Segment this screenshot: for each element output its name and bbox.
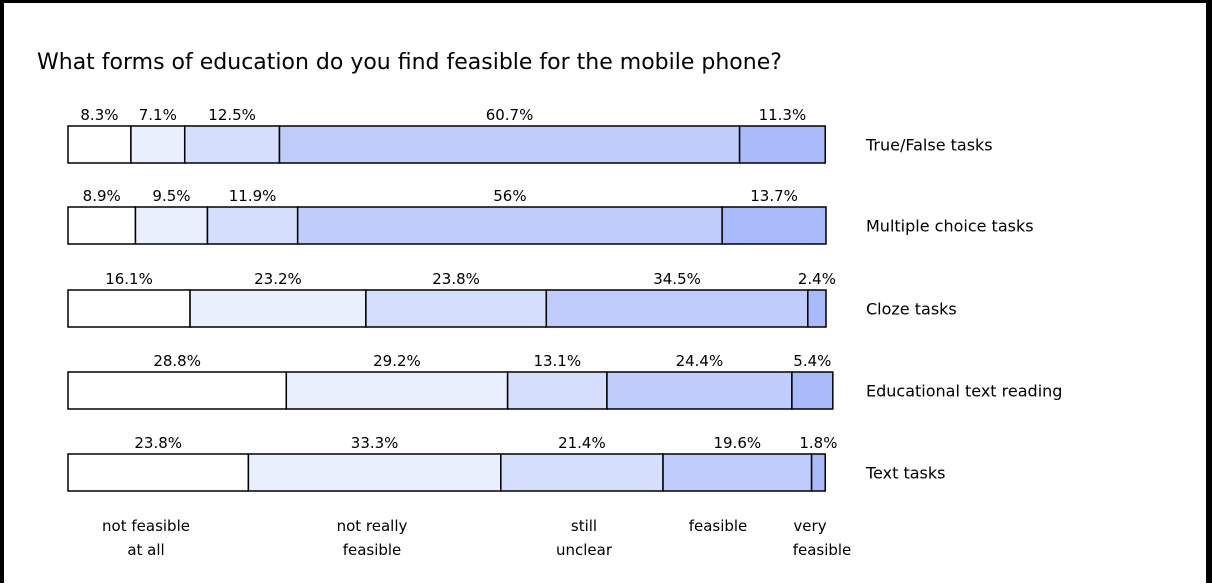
value-label-true-false-tasks-not-really-feasible: 7.1% [139,106,177,124]
bar-segment-text-tasks-still-unclear [500,453,664,492]
bar-segment-cloze-tasks-feasible [545,289,809,328]
value-label-multiple-choice-tasks-still-unclear: 11.9% [229,187,277,205]
value-label-multiple-choice-tasks-very-feasible: 13.7% [750,187,798,205]
bar-segment-cloze-tasks-still-unclear [365,289,548,328]
bar-segment-cloze-tasks-not-really-feasible [189,289,367,328]
value-label-educational-text-reading-not-really-feasible: 29.2% [373,352,421,370]
legend-item-line: still [571,517,597,535]
bar-segment-true-false-tasks-feasible [278,125,741,164]
bar-segment-cloze-tasks-not-feasible-at-all [67,289,191,328]
legend-item-line: not really [337,517,408,535]
row-label-cloze-tasks: Cloze tasks [866,300,957,319]
value-label-cloze-tasks-feasible: 34.5% [653,270,701,288]
bar-segment-educational-text-reading-not-really-feasible [285,371,509,410]
legend-item-feasible: feasible [689,517,748,535]
bar-segment-true-false-tasks-not-feasible-at-all [67,125,132,164]
value-label-text-tasks-very-feasible: 1.8% [799,434,837,452]
value-label-text-tasks-not-really-feasible: 33.3% [351,434,399,452]
bar-segment-text-tasks-feasible [662,453,813,492]
value-labels-layer: 8.3% 7.1% 12.5% 60.7% 11.3% 8.9% 9.5% 11.9% 56% 1… [80,106,837,452]
legend-item-not-feasible-at-all: not feasible at all [102,517,190,559]
bar-segment-educational-text-reading-feasible [606,371,793,410]
bar-segment-text-tasks-not-feasible-at-all [67,453,250,492]
legend-item-line: very [793,517,826,535]
legend-item-very-feasible: very feasible [793,517,852,559]
bar-segment-true-false-tasks-very-feasible [738,125,826,164]
bar-segment-educational-text-reading-still-unclear [506,371,608,410]
legend-item-line: feasible [793,541,852,559]
row-label-text-tasks: Text tasks [865,464,945,483]
value-label-multiple-choice-tasks-not-feasible-at-all: 8.9% [83,187,121,205]
bar-segment-educational-text-reading-not-feasible-at-all [67,371,288,410]
row-label-educational-text-reading: Educational text reading [866,382,1062,401]
legend-item-line: unclear [556,541,613,559]
value-label-text-tasks-still-unclear: 21.4% [558,434,606,452]
bar-segment-text-tasks-not-really-feasible [247,453,502,492]
value-label-educational-text-reading-still-unclear: 13.1% [533,352,581,370]
legend-item-line: not feasible [102,517,190,535]
legend-item-line: feasible [343,541,402,559]
chart-title: What forms of education do you find feas… [37,50,782,75]
bars-layer [67,125,834,492]
value-label-multiple-choice-tasks-not-really-feasible: 9.5% [152,187,190,205]
value-label-cloze-tasks-not-feasible-at-all: 16.1% [105,270,153,288]
legend-item-still-unclear: still unclear [556,517,613,559]
bar-segment-multiple-choice-tasks-not-really-feasible [134,206,209,245]
value-label-true-false-tasks-still-unclear: 12.5% [208,106,256,124]
bar-segment-true-false-tasks-still-unclear [183,125,281,164]
bar-segment-educational-text-reading-very-feasible [791,371,834,410]
value-label-text-tasks-not-feasible-at-all: 23.8% [134,434,182,452]
bar-segment-text-tasks-very-feasible [810,453,826,492]
legend: not feasible at all not really feasible stil… [102,517,851,559]
bar-segment-multiple-choice-tasks-feasible [296,206,723,245]
row-labels-layer: True/False tasks Multiple choice tasks Clo… [865,136,1062,483]
value-label-educational-text-reading-feasible: 24.4% [676,352,724,370]
legend-item-line: feasible [689,517,748,535]
legend-item-not-really-feasible: not really feasible [337,517,408,559]
value-label-educational-text-reading-not-feasible-at-all: 28.8% [153,352,201,370]
value-label-true-false-tasks-not-feasible-at-all: 8.3% [80,106,118,124]
value-label-true-false-tasks-feasible: 60.7% [486,106,534,124]
bar-segment-multiple-choice-tasks-very-feasible [721,206,827,245]
legend-item-line: at all [127,541,164,559]
value-label-text-tasks-feasible: 19.6% [713,434,761,452]
value-label-educational-text-reading-very-feasible: 5.4% [793,352,831,370]
bar-segment-cloze-tasks-very-feasible [807,289,827,328]
row-label-true-false-tasks: True/False tasks [865,136,993,155]
bar-segment-true-false-tasks-not-really-feasible [130,125,186,164]
value-label-cloze-tasks-still-unclear: 23.8% [432,270,480,288]
bar-segment-multiple-choice-tasks-not-feasible-at-all [67,206,137,245]
value-label-true-false-tasks-very-feasible: 11.3% [759,106,807,124]
value-label-cloze-tasks-very-feasible: 2.4% [798,270,836,288]
row-label-multiple-choice-tasks: Multiple choice tasks [866,217,1034,236]
value-label-multiple-choice-tasks-feasible: 56% [493,187,526,205]
bar-segment-multiple-choice-tasks-still-unclear [206,206,299,245]
value-label-cloze-tasks-not-really-feasible: 23.2% [254,270,302,288]
stacked-bar-chart: What forms of education do you find feas… [37,50,1062,559]
